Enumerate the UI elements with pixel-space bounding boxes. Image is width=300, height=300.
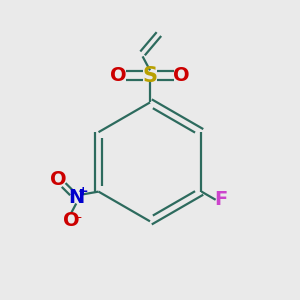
- Text: O: O: [173, 66, 190, 85]
- Text: F: F: [214, 190, 228, 209]
- Text: O: O: [110, 66, 127, 85]
- Text: O: O: [50, 170, 67, 189]
- Text: O: O: [63, 211, 79, 230]
- Text: +: +: [77, 184, 88, 197]
- Text: S: S: [142, 66, 158, 86]
- Text: N: N: [68, 188, 84, 207]
- Text: ⁻: ⁻: [74, 213, 82, 227]
